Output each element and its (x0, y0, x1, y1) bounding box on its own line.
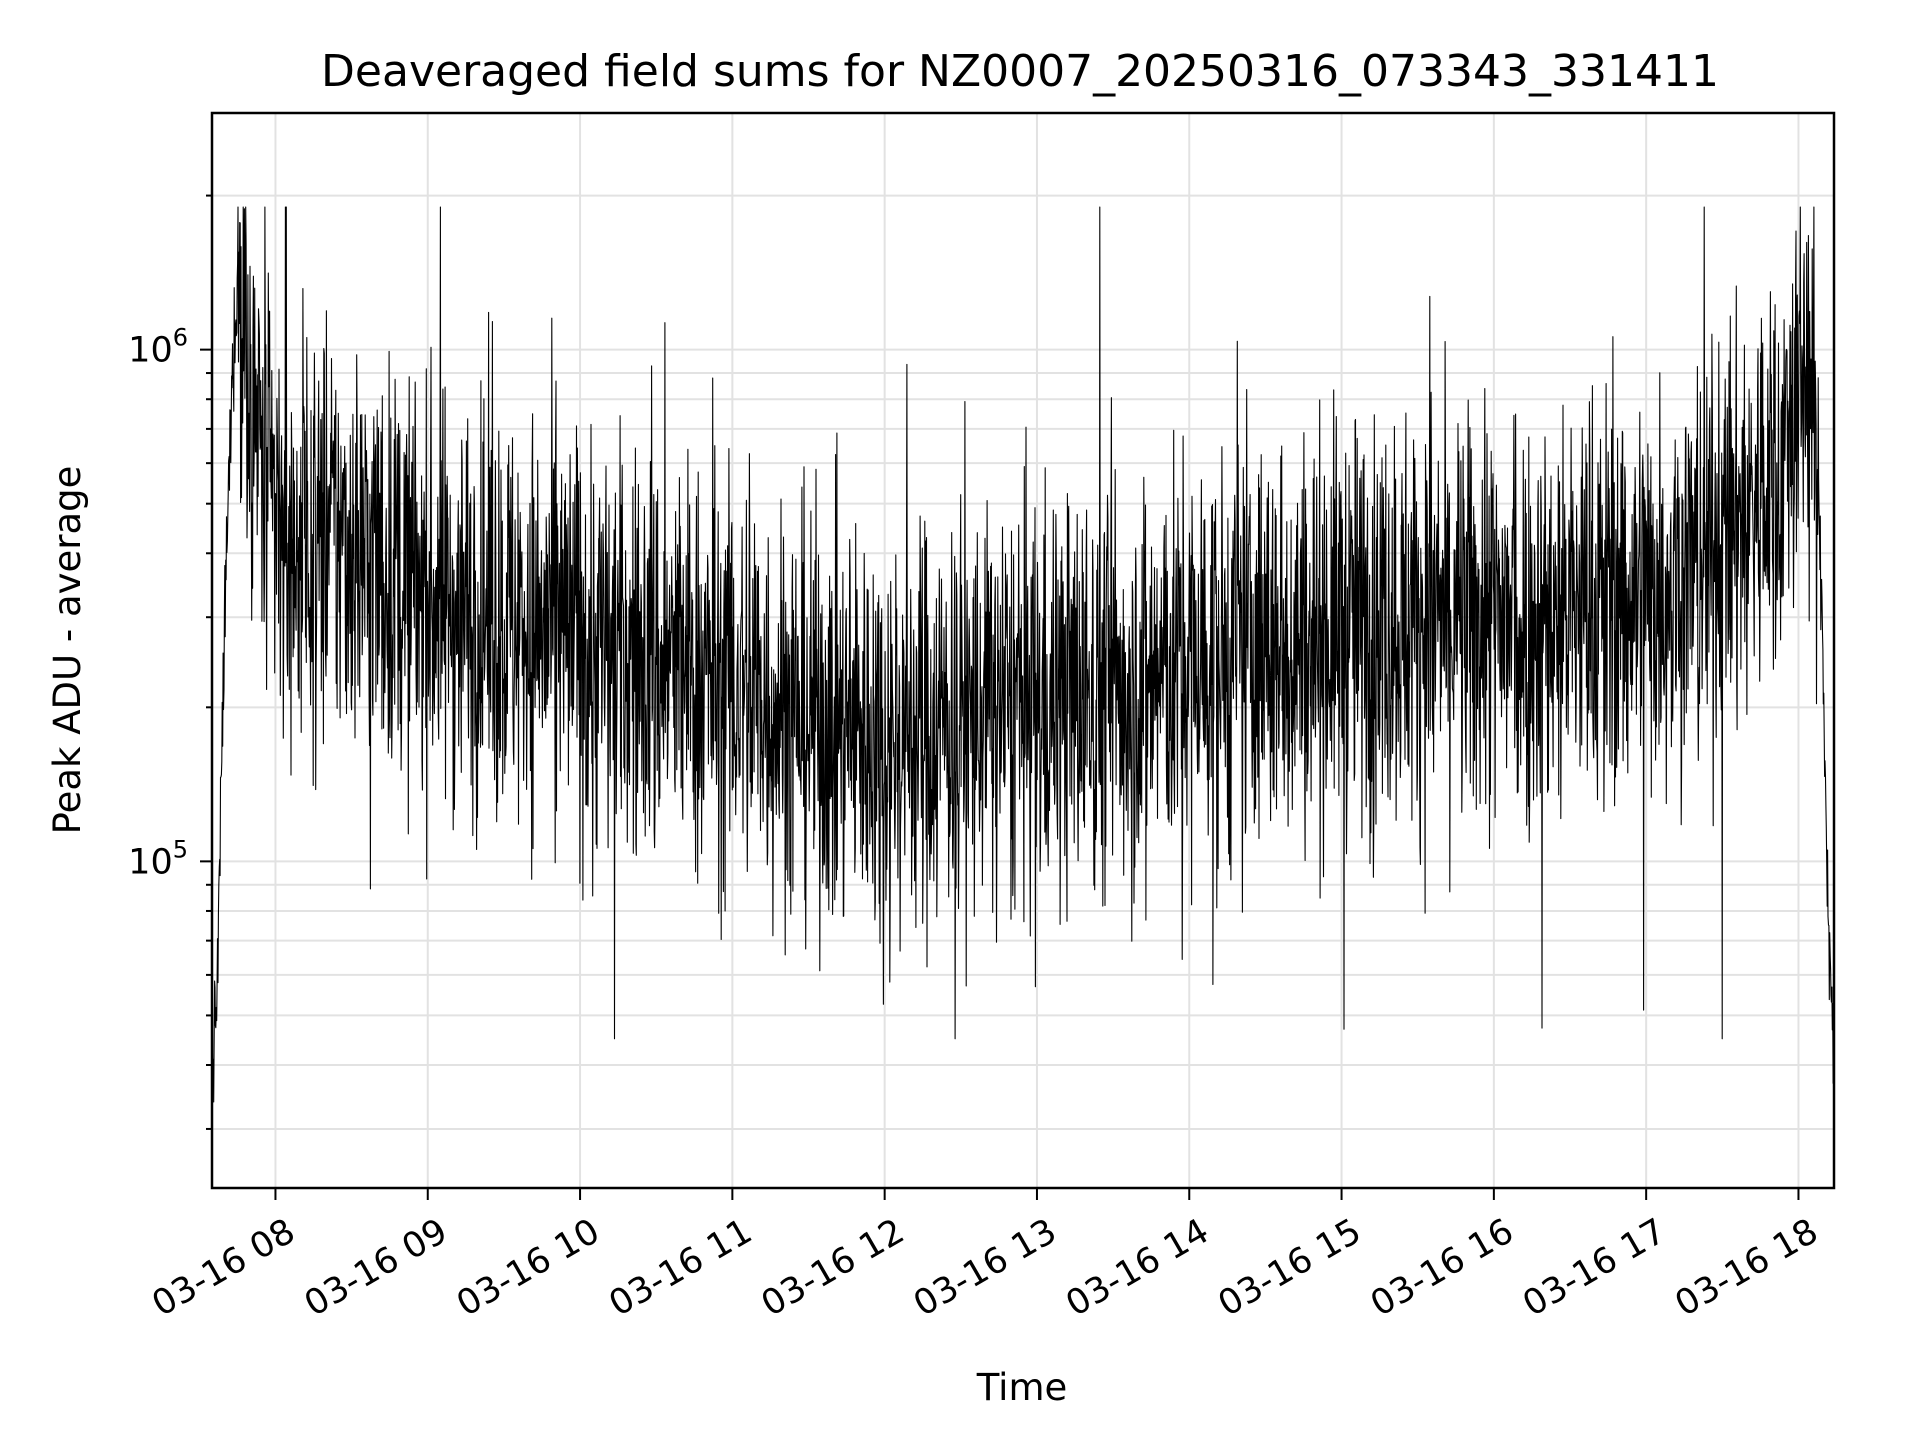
series-layer (211, 206, 1835, 1103)
y-axis: 105 106 (128, 194, 212, 1130)
x-tick-label: 03-16 10 (450, 1211, 606, 1324)
x-tick-label: 03-16 17 (1516, 1211, 1672, 1324)
x-tick-label: 03-16 13 (907, 1211, 1063, 1324)
x-tick-label: 03-16 18 (1669, 1211, 1825, 1324)
x-tick-label: 03-16 12 (755, 1211, 911, 1324)
x-tick-label: 03-16 08 (146, 1211, 302, 1324)
y-tick-label: 106 (128, 324, 188, 371)
y-axis-label: Peak ADU - average (46, 466, 89, 835)
x-tick-label: 03-16 11 (603, 1211, 759, 1324)
y-tick-label: 105 (128, 835, 188, 882)
series-line (211, 206, 1835, 1103)
plot-frame (210, 111, 1836, 1190)
x-tick-label: 03-16 15 (1212, 1211, 1368, 1324)
x-tick-label: 03-16 14 (1059, 1211, 1215, 1324)
chart-title: Deaveraged field sums for NZ0007_2025031… (321, 46, 1719, 97)
x-tick-label: 03-16 09 (298, 1211, 454, 1324)
x-tick-label: 03-16 16 (1364, 1211, 1520, 1324)
x-axis-label: Time (976, 1366, 1068, 1409)
